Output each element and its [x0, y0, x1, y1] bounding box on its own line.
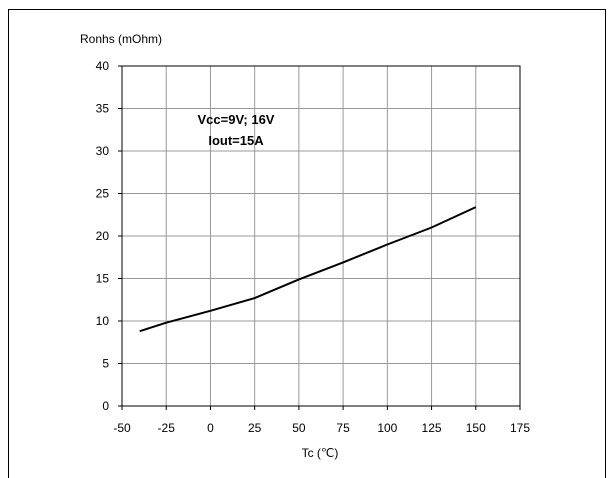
y-tick-label: 30: [96, 144, 110, 158]
y-tick-label: 35: [96, 102, 110, 116]
series-layer: [139, 206, 477, 333]
y-tick-label: 20: [96, 229, 110, 243]
x-tick-label: 175: [510, 421, 530, 435]
y-ticks: 0 5 10 15 20 25 30 35 40: [96, 59, 122, 413]
series-line: [139, 206, 477, 333]
grid: [121, 65, 521, 407]
annotation-vcc: Vcc=9V; 16V: [198, 112, 275, 127]
x-tick-label: 125: [422, 421, 442, 435]
annotation-iout: Iout=15A: [208, 133, 264, 148]
y-tick-label: 25: [96, 187, 110, 201]
x-tick-label: 75: [336, 421, 350, 435]
y-tick-label: 15: [96, 272, 110, 286]
y-tick-label: 40: [96, 59, 110, 73]
figure-frame: [8, 9, 606, 478]
y-tick-label: 5: [102, 357, 109, 371]
x-tick-label: -25: [158, 421, 176, 435]
x-tick-label: 0: [207, 421, 214, 435]
y-tick-label: 0: [102, 399, 109, 413]
x-tick-label: 50: [292, 421, 306, 435]
x-axis-label: Tc (℃): [302, 446, 339, 460]
x-tick-label: 100: [377, 421, 397, 435]
y-tick-label: 10: [96, 314, 110, 328]
y-axis-label: Ronhs (mOhm): [80, 32, 162, 46]
x-tick-label: 150: [466, 421, 486, 435]
x-tick-label: 25: [248, 421, 262, 435]
x-tick-label: -50: [113, 421, 131, 435]
x-ticks: -50 -25 0 25 50 75 100 125 150 175: [113, 406, 530, 435]
